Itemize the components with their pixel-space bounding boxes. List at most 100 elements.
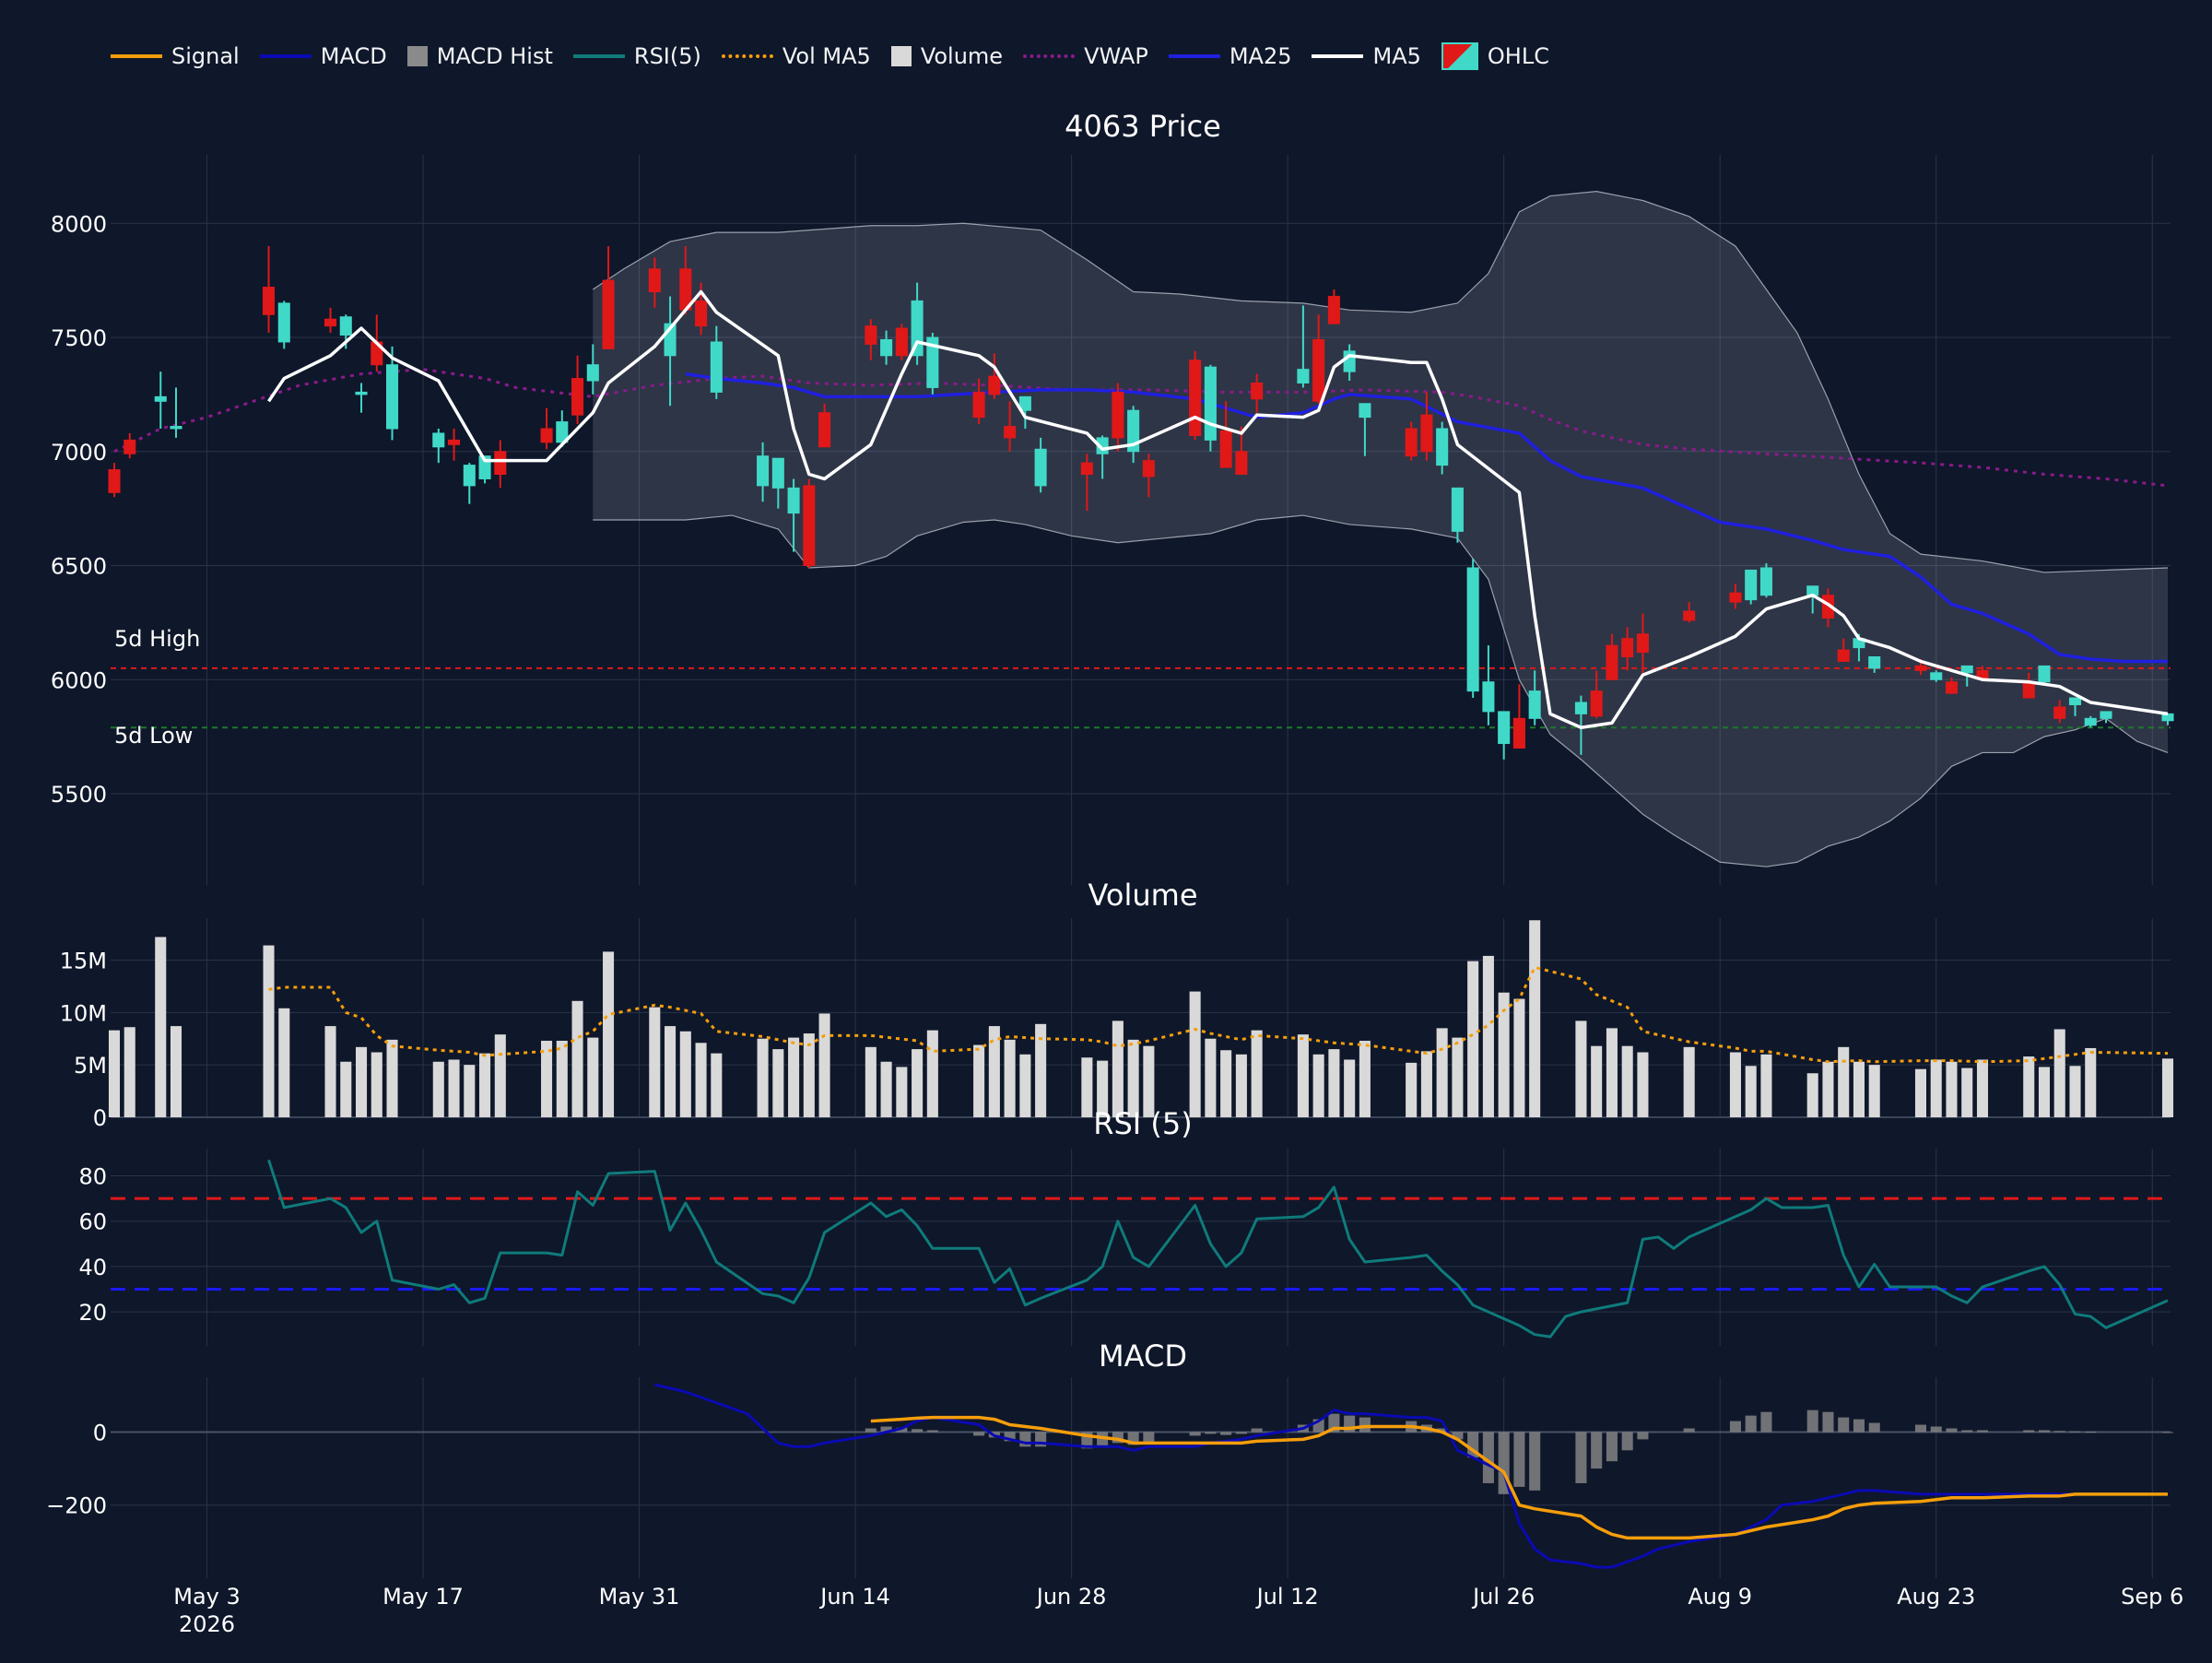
macd-hist-bar xyxy=(1359,1417,1371,1433)
volume-bar xyxy=(803,1033,815,1117)
legend-item: MACD xyxy=(259,43,387,69)
macd-hist-bar xyxy=(865,1428,877,1433)
volume-bar xyxy=(1868,1065,1880,1117)
volume-bar xyxy=(711,1053,723,1117)
y-tick-label: 0 xyxy=(93,1105,107,1131)
price-panel-title: 4063 Price xyxy=(1065,109,1221,144)
macd-hist-bar xyxy=(1683,1428,1695,1433)
candle-body xyxy=(787,487,800,514)
price-panel xyxy=(108,190,2174,867)
candle-body xyxy=(1606,644,1618,680)
volume-bar xyxy=(1838,1046,1850,1117)
volume-bar xyxy=(649,1007,661,1117)
volume-bar xyxy=(587,1037,599,1117)
candle-body xyxy=(432,432,445,448)
x-tick-label: May 31 xyxy=(599,1584,680,1610)
volume-bar xyxy=(1606,1028,1618,1117)
legend-label: MACD Hist xyxy=(436,43,553,69)
candle-body xyxy=(108,469,121,493)
candle-body xyxy=(1914,665,1927,671)
candle-body xyxy=(1127,409,1140,453)
legend: Signal MACD MACD Hist RSI(5) Vol MA5 Volume VW… xyxy=(111,42,1549,70)
legend-swatch xyxy=(890,46,912,66)
volume-bar xyxy=(665,1026,677,1117)
candle-body xyxy=(648,268,661,292)
macd-hist-bar xyxy=(912,1429,924,1433)
volume-bar xyxy=(2053,1029,2065,1117)
volume-bar xyxy=(2161,1058,2174,1117)
volume-bar xyxy=(124,1027,135,1117)
macd-hist-bar xyxy=(1961,1430,1973,1433)
volume-bar xyxy=(479,1053,491,1117)
macd-hist-bar xyxy=(1806,1409,1818,1433)
volume-bar xyxy=(324,1026,336,1117)
candle-body xyxy=(803,485,816,566)
candle-body xyxy=(1466,567,1479,692)
macd-hist-bar xyxy=(1452,1432,1464,1440)
bollinger-upper xyxy=(592,190,2169,573)
candle-body xyxy=(170,426,182,430)
candle-body xyxy=(818,412,831,448)
volume-bar xyxy=(1976,1059,1989,1117)
macd-hist-bar xyxy=(2023,1430,2035,1433)
y-tick-label: 80 xyxy=(78,1164,107,1190)
candle-body xyxy=(2053,706,2066,719)
volume-bar xyxy=(1220,1050,1232,1117)
rsi-panel-title: RSI (5) xyxy=(1093,1106,1192,1141)
candle-body xyxy=(1745,569,1758,601)
volume-bar xyxy=(1621,1045,1633,1117)
candle-body xyxy=(895,327,908,357)
candle-body xyxy=(2100,711,2112,719)
volume-bar xyxy=(1205,1038,1217,1117)
volume-bar xyxy=(1482,955,1494,1117)
volume-bar xyxy=(1760,1054,1772,1117)
volume-bar xyxy=(432,1061,444,1117)
candle-body xyxy=(1359,403,1371,419)
volume-bar xyxy=(973,1044,985,1117)
legend-label: Signal xyxy=(171,43,240,69)
x-tick-label: Aug 9 xyxy=(1688,1584,1752,1610)
x-year-label: 2026 xyxy=(179,1611,235,1637)
volume-bar xyxy=(155,937,167,1117)
volume-bar xyxy=(1961,1067,1973,1117)
volume-bar xyxy=(988,1026,1000,1117)
volume-bar xyxy=(1467,961,1479,1117)
macd-panel xyxy=(111,1383,2174,1569)
macd-hist-bar xyxy=(1637,1432,1649,1440)
candle-body xyxy=(1420,414,1433,453)
legend-item: Vol MA5 xyxy=(721,43,871,69)
macd-hist-bar xyxy=(2069,1431,2081,1433)
macd-hist-bar xyxy=(1868,1422,1880,1433)
candle-body xyxy=(1868,656,1881,669)
legend-swatch xyxy=(406,46,428,66)
x-tick-label: May 17 xyxy=(382,1584,464,1610)
5d-low-label: 5d Low xyxy=(114,723,193,749)
volume-bar xyxy=(494,1034,506,1117)
legend-swatch xyxy=(1312,54,1364,58)
volume-bar xyxy=(1297,1034,1309,1117)
macd-hist-bar xyxy=(1004,1432,1016,1442)
ma5-line xyxy=(267,289,2169,729)
candle-body xyxy=(1498,711,1511,745)
volume-bar xyxy=(1189,991,1201,1117)
candle-body xyxy=(494,451,507,475)
x-tick-label: May 3 xyxy=(173,1584,241,1610)
y-tick-label: 6500 xyxy=(51,554,107,580)
macd-hist-bar xyxy=(2053,1431,2065,1433)
candle-body xyxy=(988,375,1001,395)
volume-bar xyxy=(1312,1054,1324,1117)
volume-bar xyxy=(1143,1045,1155,1117)
volume-bar xyxy=(1930,1059,1942,1117)
macd-hist-bar xyxy=(1729,1421,1741,1433)
legend-label: MACD xyxy=(320,43,387,69)
legend-item: Signal xyxy=(111,43,240,69)
volume-bar xyxy=(371,1052,382,1117)
x-tick-label: Jul 12 xyxy=(1255,1584,1319,1610)
volume-bar xyxy=(170,1026,182,1117)
signal-line xyxy=(870,1415,2168,1540)
candle-body xyxy=(448,439,461,445)
candle-body xyxy=(571,378,584,416)
volume-bar xyxy=(1406,1062,1418,1117)
candle-body xyxy=(771,457,784,489)
y-tick-label: 60 xyxy=(78,1209,107,1235)
